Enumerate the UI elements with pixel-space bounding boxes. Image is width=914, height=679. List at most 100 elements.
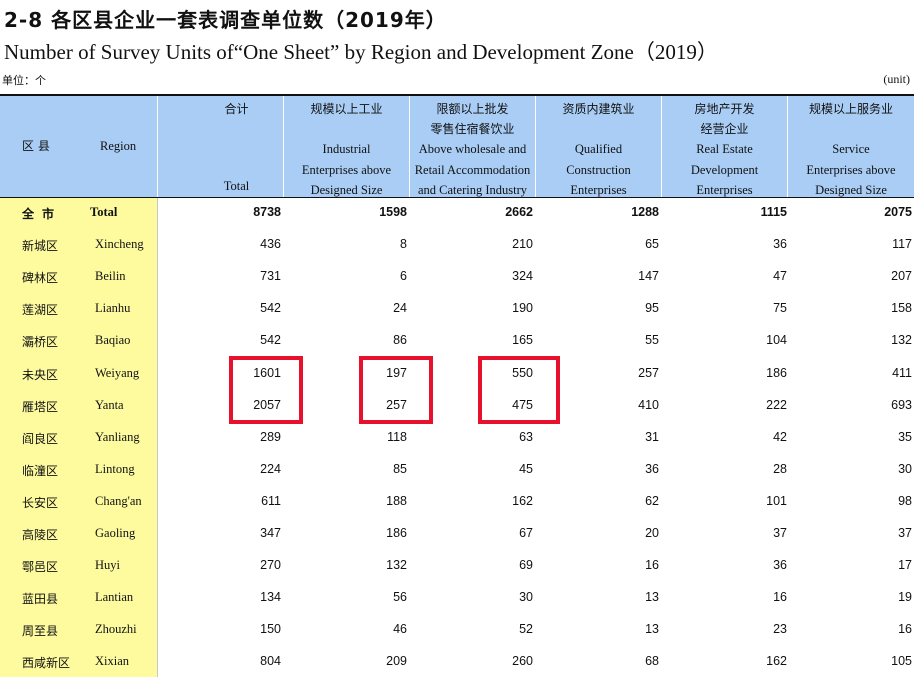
cell-value: 257 — [638, 365, 659, 380]
cell-value: 186 — [386, 526, 407, 540]
cell-value: 186 — [766, 365, 787, 380]
header-col-en: Industrial — [322, 142, 371, 156]
cell-value: 542 — [260, 333, 281, 348]
header-divider — [409, 96, 410, 197]
cell-value: 37 — [773, 526, 787, 540]
region-name-en: Gaoling — [95, 526, 136, 540]
unit-label-cn: 单位：个 — [2, 74, 46, 87]
table-row: 莲湖区 Lianhu 542 24 190 95 75 158 — [0, 294, 914, 326]
region-name-cn: 长安区 — [22, 495, 59, 510]
cell-value: 222 — [766, 397, 787, 412]
cell-value: 693 — [891, 397, 912, 412]
table-row: 鄠邑区 Huyi 270 132 69 16 36 17 — [0, 551, 914, 583]
table-row: 未央区 Weiyang 1601 197 550 257 186 411 — [0, 359, 914, 391]
region-name-en: Lintong — [95, 461, 135, 476]
cell-value: 210 — [512, 237, 533, 252]
header-col-en: Enterprises above — [301, 162, 392, 177]
cell-value: 117 — [892, 237, 912, 252]
region-name-en: Weiyang — [95, 365, 140, 380]
cell-value: 95 — [645, 301, 659, 316]
cell-value: 550 — [512, 365, 533, 380]
header-col-en: Construction — [566, 162, 631, 177]
cell-value: 42 — [773, 429, 787, 444]
region-column-background — [0, 198, 157, 677]
header-col-en: Service — [832, 142, 870, 156]
header-region-cn: 区 县 — [22, 139, 50, 153]
header-col-en: Designed Size — [815, 183, 887, 197]
cell-value: 347 — [260, 526, 281, 540]
region-name-en: Yanta — [95, 397, 124, 412]
cell-value: 2075 — [884, 205, 912, 219]
cell-value: 30 — [898, 461, 912, 476]
header-col-cn: 规模以上服务业 — [808, 102, 893, 116]
region-name-en: Beilin — [95, 269, 126, 284]
cell-value: 411 — [892, 365, 912, 380]
region-name-cn: 全市 — [22, 207, 63, 221]
header-divider — [283, 96, 284, 197]
cell-value: 190 — [512, 301, 533, 316]
header-col-en: Total — [223, 178, 250, 193]
table-row: 灞桥区 Baqiao 542 86 165 55 104 132 — [0, 326, 914, 358]
table-row: 周至县 Zhouzhi 150 46 52 13 23 16 — [0, 615, 914, 647]
cell-value: 165 — [512, 333, 533, 348]
unit-label-en: (unit) — [883, 72, 910, 86]
highlight-box-industrial — [359, 356, 433, 424]
header-col-en: Retail Accommodation — [414, 162, 531, 177]
cell-value: 13 — [645, 622, 659, 637]
cell-value: 47 — [773, 269, 787, 284]
cell-value: 31 — [645, 429, 659, 444]
header-col-wholesale: 限额以上批发 零售住宿餐饮业 Above wholesale and Retai… — [410, 96, 535, 197]
header-col-cn: 限额以上批发 零售住宿餐饮业 — [430, 102, 515, 136]
highlight-box-total — [229, 356, 303, 424]
cell-value: 197 — [386, 365, 407, 380]
cell-value: 46 — [393, 622, 407, 637]
table-row: 碑林区 Beilin 731 6 324 147 47 207 — [0, 262, 914, 294]
cell-value: 16 — [898, 622, 912, 637]
header-region-en: Region — [100, 139, 137, 153]
region-name-cn: 高陵区 — [22, 528, 59, 542]
cell-value: 68 — [645, 654, 659, 669]
cell-value: 62 — [645, 493, 659, 508]
table-row: 高陵区 Gaoling 347 186 67 20 37 37 — [0, 519, 914, 551]
cell-value: 16 — [645, 558, 659, 573]
region-name-cn: 西咸新区 — [22, 656, 71, 671]
cell-value: 24 — [393, 301, 407, 316]
header-col-realestate: 房地产开发 经营企业 Real Estate Development Enter… — [662, 96, 787, 197]
region-name-cn: 莲湖区 — [22, 303, 59, 318]
cell-value: 410 — [638, 397, 659, 412]
cell-value: 2057 — [253, 397, 281, 412]
header-col-en: Designed Size — [310, 183, 383, 197]
region-name-en: Baqiao — [95, 333, 131, 348]
cell-value: 8 — [400, 237, 407, 252]
table-row: 长安区 Chang'an 611 188 162 62 101 98 — [0, 487, 914, 519]
cell-value: 1598 — [379, 205, 407, 219]
cell-value: 270 — [260, 558, 281, 573]
region-name-en: Zhouzhi — [95, 622, 137, 637]
header-col-cn: 合计 — [224, 102, 249, 116]
cell-value: 731 — [260, 269, 281, 284]
cell-value: 36 — [773, 558, 787, 573]
header-col-construction: 资质内建筑业 Qualified Construction Enterprise… — [536, 96, 661, 197]
cell-value: 162 — [512, 493, 533, 508]
table-title-cn: 2-8 各区县企业一套表调查单位数（2019年） — [4, 8, 447, 32]
header-bottom-rule — [0, 197, 914, 198]
table-row: 新城区 Xincheng 436 8 210 65 36 117 — [0, 230, 914, 262]
region-name-cn: 雁塔区 — [22, 399, 59, 414]
cell-value: 611 — [261, 493, 281, 508]
cell-value: 35 — [898, 429, 912, 444]
region-name-en: Huyi — [95, 558, 120, 573]
cell-value: 207 — [891, 269, 912, 284]
cell-value: 150 — [260, 622, 281, 637]
cell-value: 289 — [260, 429, 281, 444]
table-row: 西咸新区 Xixian 804 209 260 68 162 105 — [0, 647, 914, 679]
region-name-en: Total — [90, 205, 118, 219]
cell-value: 134 — [260, 590, 281, 605]
header-col-total: 合计 Total — [158, 96, 283, 197]
cell-value: 188 — [386, 493, 407, 508]
total-row: 全市 Total 8738 1598 2662 1288 1115 2075 — [0, 198, 914, 230]
region-column-divider — [157, 198, 158, 677]
cell-value: 162 — [766, 654, 787, 669]
cell-value: 16 — [773, 590, 787, 605]
cell-value: 17 — [898, 558, 912, 573]
header-background — [0, 96, 914, 197]
